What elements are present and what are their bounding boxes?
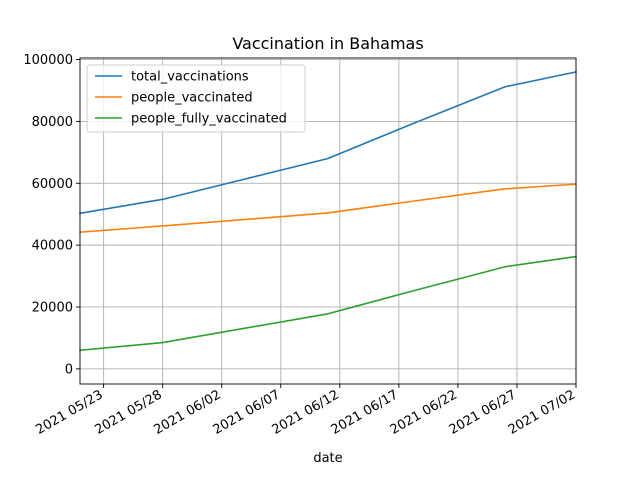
legend: total_vaccinations people_vaccinatedpeopl…: [86, 64, 306, 133]
series-line-people-vaccinated: [79, 183, 577, 233]
y-tick-label: 0: [65, 362, 73, 377]
legend-label: people_fully_vaccinated: [131, 112, 287, 127]
y-tick-label: 20000: [32, 300, 73, 315]
series-line-people-fully-vaccinated: [79, 255, 577, 352]
series-line-total-vaccinations: [79, 70, 577, 215]
x-axis-label: date: [313, 451, 342, 466]
y-tick-label: 80000: [32, 115, 73, 130]
plot-area-frame: [79, 57, 577, 385]
legend-label: total_vaccinations: [131, 70, 249, 85]
plot-lines: [79, 70, 577, 352]
y-tick-label: 60000: [32, 177, 73, 192]
chart-title: Vaccination in Bahamas: [232, 34, 423, 53]
y-tick-label: 40000: [32, 239, 73, 254]
legend-box: [86, 64, 306, 133]
legend-label: people_vaccinated: [131, 91, 253, 106]
y-tick-label: 100000: [23, 53, 73, 68]
